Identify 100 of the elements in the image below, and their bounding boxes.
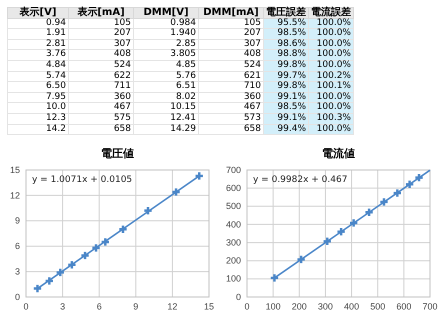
x-tick-label: 500: [370, 301, 386, 312]
text: 100.0%: [316, 60, 351, 70]
text: 100.2%: [316, 70, 351, 81]
x-tick-label: 0: [23, 301, 29, 312]
text: 4.84: [46, 60, 66, 70]
text: 408: [244, 49, 261, 60]
chart-title: 電流値: [322, 147, 355, 160]
point: [270, 274, 278, 282]
x-tick-label: 12: [167, 301, 178, 312]
text: 100.1%: [316, 81, 351, 92]
x-tick-label: 100: [266, 301, 281, 312]
text: 2.85: [176, 38, 196, 49]
text: 98.6%: [277, 38, 306, 49]
text: 100.0%: [316, 92, 351, 102]
text: 2.81: [46, 38, 66, 49]
text: 100.0%: [316, 18, 351, 28]
point: [394, 189, 401, 197]
text: 6.50: [46, 81, 66, 92]
text: 105: [114, 18, 131, 28]
text: 10.15: [170, 102, 196, 112]
x-tick-label: 200: [292, 301, 307, 312]
point: [365, 208, 373, 216]
text: 710: [244, 81, 261, 92]
category-label: DMM[mA]: [198, 7, 264, 18]
y-tick-label: 200: [226, 256, 241, 266]
y-tick-label: 0: [236, 292, 241, 302]
text: 575: [114, 112, 131, 123]
point: [56, 268, 64, 276]
text: 622: [114, 70, 131, 81]
point: [297, 256, 305, 264]
text: 711: [114, 81, 131, 92]
text: 7.95: [46, 92, 66, 102]
x-tick-label: 3: [60, 301, 66, 312]
text: 467: [114, 102, 131, 112]
text: 3.805: [170, 49, 196, 60]
chart-title: 電圧値: [101, 147, 134, 160]
text: 658: [114, 124, 131, 134]
y-tick-label: 300: [226, 237, 241, 248]
category-label: 表示[V]: [8, 7, 68, 18]
text: 3.76: [46, 49, 66, 60]
text: 10.0: [46, 102, 66, 112]
x-tick-label: 300: [318, 301, 333, 312]
x-tick-label: 400: [344, 301, 360, 312]
text: 99.4%: [277, 124, 306, 134]
x-tick-label: 700: [422, 301, 438, 312]
text: 100.0%: [316, 38, 351, 49]
text: 98.5%: [277, 28, 306, 38]
text: 207: [244, 28, 261, 38]
x-tick-label: 6: [96, 301, 102, 312]
text: 99.8%: [277, 60, 306, 70]
text: 207: [114, 28, 131, 38]
point: [68, 261, 76, 268]
category-label: DMM[V]: [134, 7, 198, 18]
text: 0.94: [46, 18, 66, 28]
y-tick-label: 100: [226, 274, 241, 284]
text: 98.5%: [277, 102, 306, 112]
text: 8.02: [176, 92, 196, 102]
text: 658: [244, 124, 261, 134]
text: 99.7%: [277, 70, 306, 81]
point: [324, 238, 331, 245]
text: 100.0%: [316, 102, 351, 112]
text: 6.51: [176, 81, 196, 92]
text: 14.2: [46, 124, 66, 134]
point: [34, 284, 42, 292]
y-tick-label: 12: [10, 190, 20, 200]
text: 4.85: [176, 60, 196, 70]
text: 100.0%: [316, 49, 351, 60]
text: 12.41: [170, 112, 196, 123]
y-tick-label: 6: [14, 241, 20, 252]
text: 105: [244, 18, 261, 28]
text: 307: [114, 38, 131, 49]
y-tick-label: 0: [14, 292, 20, 302]
text: 12.3: [46, 112, 66, 123]
text: 360: [114, 92, 131, 102]
point: [196, 172, 203, 180]
text: 524: [244, 60, 261, 70]
text: 1.91: [46, 28, 66, 38]
text: 14.29: [170, 124, 196, 134]
point: [46, 277, 53, 285]
text: 5.76: [176, 70, 196, 81]
y-tick-label: 9: [14, 216, 20, 226]
text: 98.8%: [277, 49, 306, 60]
x-tick-label: 15: [204, 301, 214, 312]
text: 100.0%: [316, 28, 351, 38]
x-tick-label: 0: [244, 301, 250, 312]
text: 360: [244, 92, 261, 102]
text: 100.0%: [316, 124, 351, 134]
point: [415, 174, 423, 182]
y-tick-label: 400: [226, 219, 241, 230]
text: 1.940: [170, 28, 196, 38]
point: [350, 219, 358, 227]
point: [119, 226, 127, 233]
x-tick-label: 600: [396, 301, 412, 312]
category-label: 電流誤差: [308, 7, 354, 18]
text: 621: [244, 70, 261, 81]
y-tick-label: 3: [14, 266, 20, 276]
point: [102, 238, 109, 246]
point: [92, 244, 100, 252]
text: 307: [244, 38, 261, 49]
y-tick-label: 700: [226, 164, 241, 175]
